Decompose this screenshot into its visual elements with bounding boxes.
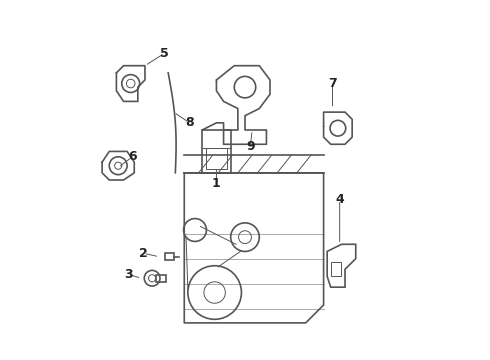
Text: 1: 1: [212, 177, 221, 190]
Text: 4: 4: [335, 193, 344, 206]
Text: 6: 6: [128, 150, 137, 163]
Text: 8: 8: [185, 116, 194, 129]
Text: 9: 9: [246, 140, 255, 153]
Text: 5: 5: [160, 47, 169, 60]
Text: 7: 7: [328, 77, 337, 90]
Text: 3: 3: [124, 268, 133, 281]
Text: 2: 2: [139, 247, 147, 260]
